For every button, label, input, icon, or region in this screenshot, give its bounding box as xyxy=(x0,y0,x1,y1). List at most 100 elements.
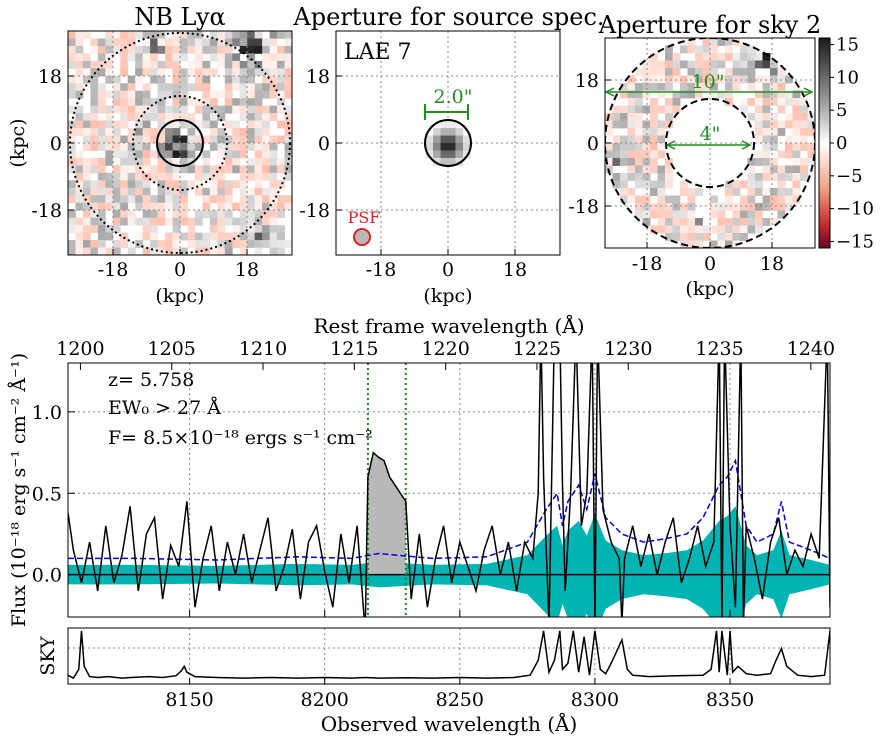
image-pixel xyxy=(142,83,151,92)
image-pixel xyxy=(680,180,688,189)
image-pixel xyxy=(665,195,673,204)
image-pixel xyxy=(157,143,166,151)
image-pixel xyxy=(239,68,248,77)
image-pixel xyxy=(777,203,786,211)
sky-outer-label: 10" xyxy=(692,71,725,93)
image-pixel xyxy=(239,83,248,92)
image-pixel xyxy=(440,120,449,129)
image-pixel xyxy=(209,232,218,241)
image-pixel xyxy=(142,128,151,136)
image-pixel xyxy=(657,135,666,144)
image-pixel xyxy=(755,203,763,211)
image-pixel xyxy=(717,210,726,219)
image-pixel xyxy=(284,135,292,144)
image-pixel xyxy=(642,150,651,159)
image-pixel xyxy=(239,128,248,136)
image-pixel xyxy=(224,60,233,69)
image-pixel xyxy=(180,180,188,189)
image-pixel xyxy=(247,75,256,84)
image-pixel xyxy=(254,195,263,204)
image-pixel xyxy=(142,105,151,114)
image-pixel xyxy=(740,105,748,114)
image-pixel xyxy=(239,165,248,174)
image-pixel xyxy=(740,60,748,69)
image-pixel xyxy=(172,143,181,151)
image-pixel xyxy=(284,172,292,181)
image-pixel xyxy=(180,135,188,144)
image-pixel xyxy=(755,113,763,121)
image-pixel xyxy=(277,232,285,241)
colorbar xyxy=(818,37,831,249)
sky-grid xyxy=(605,38,815,248)
image-pixel xyxy=(239,60,248,69)
image-pixel xyxy=(217,217,226,226)
image-pixel xyxy=(90,75,99,84)
image-pixel xyxy=(635,120,643,129)
image-pixel xyxy=(217,172,226,181)
image-pixel xyxy=(157,240,166,248)
aperture-size-bar xyxy=(424,104,469,120)
image-pixel xyxy=(165,105,173,114)
image-pixel xyxy=(135,240,144,248)
nb-lya-ytick-0: 0 xyxy=(50,133,62,155)
image-pixel xyxy=(105,60,114,69)
image-pixel xyxy=(75,150,84,159)
image-pixel xyxy=(127,180,136,189)
image-pixel xyxy=(247,195,256,204)
image-pixel xyxy=(612,120,621,129)
x-tick-label: 8150 xyxy=(165,689,213,711)
image-pixel xyxy=(254,68,263,77)
image-pixel xyxy=(672,90,681,99)
image-pixel xyxy=(612,143,621,151)
image-pixel xyxy=(627,143,636,151)
image-pixel xyxy=(187,165,196,174)
image-pixel xyxy=(150,217,158,226)
top-axis-label: Rest frame wavelength (Å) xyxy=(313,313,584,338)
image-pixel xyxy=(687,218,696,226)
image-pixel xyxy=(687,60,696,69)
image-pixel xyxy=(284,83,292,92)
image-pixel xyxy=(82,113,91,121)
image-pixel xyxy=(687,203,696,211)
image-pixel xyxy=(665,218,673,226)
image-pixel xyxy=(455,143,464,151)
image-pixel xyxy=(269,113,278,121)
nb-lya-ylabel: (kpc) xyxy=(7,118,29,167)
image-pixel xyxy=(187,240,196,248)
image-pixel xyxy=(112,38,121,47)
image-pixel xyxy=(239,247,248,255)
image-pixel xyxy=(224,150,233,159)
image-pixel xyxy=(755,188,763,196)
image-pixel xyxy=(202,150,211,159)
image-pixel xyxy=(612,135,621,144)
image-pixel xyxy=(187,38,196,47)
image-pixel xyxy=(262,232,270,241)
image-pixel xyxy=(112,202,121,211)
image-pixel xyxy=(187,98,196,107)
image-pixel xyxy=(657,188,666,196)
image-pixel xyxy=(762,203,771,211)
image-pixel xyxy=(269,68,278,77)
image-pixel xyxy=(740,218,748,226)
image-pixel xyxy=(657,128,666,136)
image-pixel xyxy=(239,75,248,84)
image-pixel xyxy=(97,128,106,136)
image-pixel xyxy=(620,120,628,129)
image-pixel xyxy=(105,232,114,241)
image-pixel xyxy=(627,158,636,166)
image-pixel xyxy=(142,150,151,159)
image-pixel xyxy=(792,173,801,181)
image-pixel xyxy=(224,120,233,129)
image-pixel xyxy=(97,210,106,219)
image-pixel xyxy=(135,120,144,129)
image-pixel xyxy=(284,60,292,69)
image-pixel xyxy=(135,157,144,166)
image-pixel xyxy=(620,143,628,151)
image-pixel xyxy=(254,120,263,129)
image-pixel xyxy=(135,53,144,62)
image-pixel xyxy=(82,210,91,219)
image-pixel xyxy=(172,157,181,166)
image-pixel xyxy=(605,150,613,159)
image-pixel xyxy=(142,38,151,47)
image-pixel xyxy=(135,180,144,189)
